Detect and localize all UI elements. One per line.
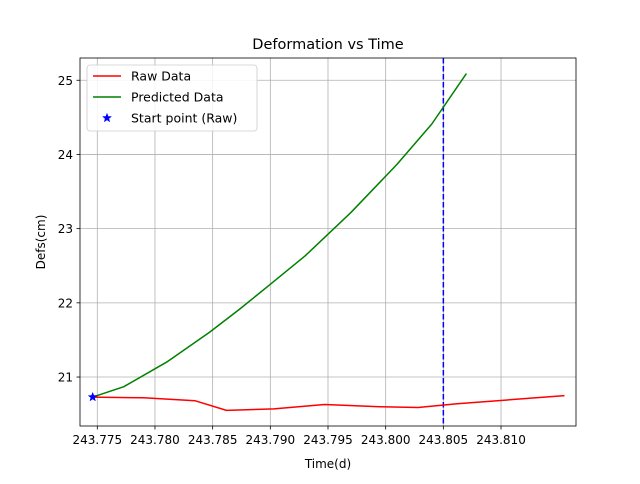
legend-box [86, 64, 258, 132]
legend-label: Predicted Data [131, 90, 224, 105]
y-tick-label: 22 [58, 296, 73, 310]
x-tick-label: 243.780 [130, 433, 180, 447]
predicted-data-line [92, 73, 468, 398]
data-series [87, 58, 565, 426]
x-tick-label: 243.785 [188, 433, 238, 447]
plot-area-frame [79, 57, 577, 427]
raw-data-line [92, 394, 565, 412]
legend: Raw Data Predicted Data Start point (Raw) [86, 64, 258, 132]
y-tick-label: 23 [58, 222, 73, 236]
chart-title: Deformation vs Time [252, 37, 403, 53]
start-point-marker [87, 391, 98, 402]
x-tick-label: 243.805 [419, 433, 469, 447]
x-tick-label: 243.790 [246, 433, 296, 447]
y-tick-label: 25 [58, 74, 73, 88]
y-tick-label: 21 [58, 371, 73, 385]
x-tick-label: 243.800 [361, 433, 411, 447]
y-tick-label: 24 [58, 148, 73, 162]
y-axis-label: Defs(cm) [34, 215, 48, 270]
legend-star-icon [101, 112, 113, 123]
x-tick-label: 243.810 [476, 433, 526, 447]
x-axis-label: Time(d) [304, 457, 351, 471]
legend-label: Raw Data [131, 69, 191, 84]
x-tick-label: 243.795 [303, 433, 353, 447]
x-tick-label: 243.775 [72, 433, 122, 447]
legend-label: Start point (Raw) [131, 111, 237, 126]
axis-ticks: 243.775 243.780 243.785 243.790 243.795 243.8… [58, 74, 526, 447]
